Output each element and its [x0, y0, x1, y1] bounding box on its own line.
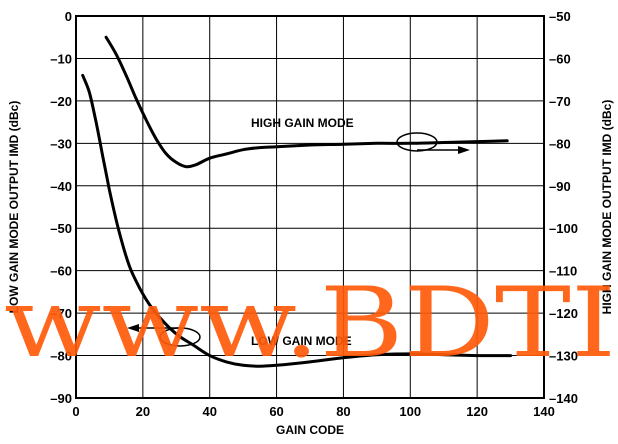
x-tick-label: 80: [336, 404, 350, 419]
left-y-tick-label: –50: [50, 221, 72, 236]
watermark-text: www.BDTI: [4, 267, 616, 379]
high-gain-arrowhead: [458, 146, 470, 154]
x-tick-label: 100: [399, 404, 421, 419]
left-y-tick-label: –80: [50, 349, 72, 364]
left-y-tick-label: –20: [50, 94, 72, 109]
low-gain-mode-line: [81, 73, 513, 368]
right-y-tick-label: –120: [549, 306, 578, 321]
right-y-axis-title: HIGH GAIN MODE OUTPUT IMD (dBc): [600, 100, 614, 315]
x-tick-label: 120: [466, 404, 488, 419]
left-y-tick-label: –60: [50, 264, 72, 279]
left-y-tick-label: –10: [50, 51, 72, 66]
left-y-tick-label: –30: [50, 136, 72, 151]
high-gain-callout: HIGH GAIN MODE: [251, 116, 470, 154]
x-tick-label: 60: [269, 404, 283, 419]
series-layer: [81, 35, 513, 368]
x-tick-label: 140: [533, 404, 555, 419]
high-gain-mode-label: HIGH GAIN MODE: [251, 116, 354, 130]
low-gain-callout: LOW GAIN MODE: [127, 324, 352, 348]
right-y-tick-labels: –50 –60 –70 –80 –90 –100 –110 –120 –130 –140: [549, 9, 578, 406]
right-y-tick-label: –50: [549, 9, 571, 24]
left-y-tick-label: 0: [65, 9, 72, 24]
left-y-axis-title: LOW GAIN MODE OUTPUT IMD (dBc): [7, 101, 21, 314]
right-y-tick-label: –80: [549, 136, 571, 151]
high-gain-mode-line: [104, 35, 509, 169]
x-tick-label: 0: [72, 404, 79, 419]
right-y-tick-label: –90: [549, 179, 571, 194]
left-y-tick-labels: 0 –10 –20 –30 –40 –50 –60 –70 –80 –90: [50, 9, 72, 406]
high-gain-ellipse: [396, 132, 438, 152]
right-y-tick-label: –140: [549, 391, 578, 406]
right-y-tick-label: –100: [549, 221, 578, 236]
left-y-tick-label: –40: [50, 179, 72, 194]
right-y-tick-label: –60: [549, 51, 571, 66]
x-tick-labels: 0 20 40 60 80 100 120 140: [72, 404, 554, 419]
plot-frame: [75, 15, 545, 399]
left-y-tick-label: –70: [50, 306, 72, 321]
left-y-tick-label: –90: [50, 391, 72, 406]
right-y-tick-label: –70: [549, 94, 571, 109]
low-gain-mode-label: LOW GAIN MODE: [251, 334, 352, 348]
right-y-tick-label: –130: [549, 349, 578, 364]
right-y-tick-label: –110: [549, 264, 577, 279]
x-tick-label: 40: [202, 404, 216, 419]
x-tick-label: 20: [136, 404, 150, 419]
x-axis-title: GAIN CODE: [276, 423, 344, 437]
low-gain-arrowhead: [127, 324, 139, 332]
